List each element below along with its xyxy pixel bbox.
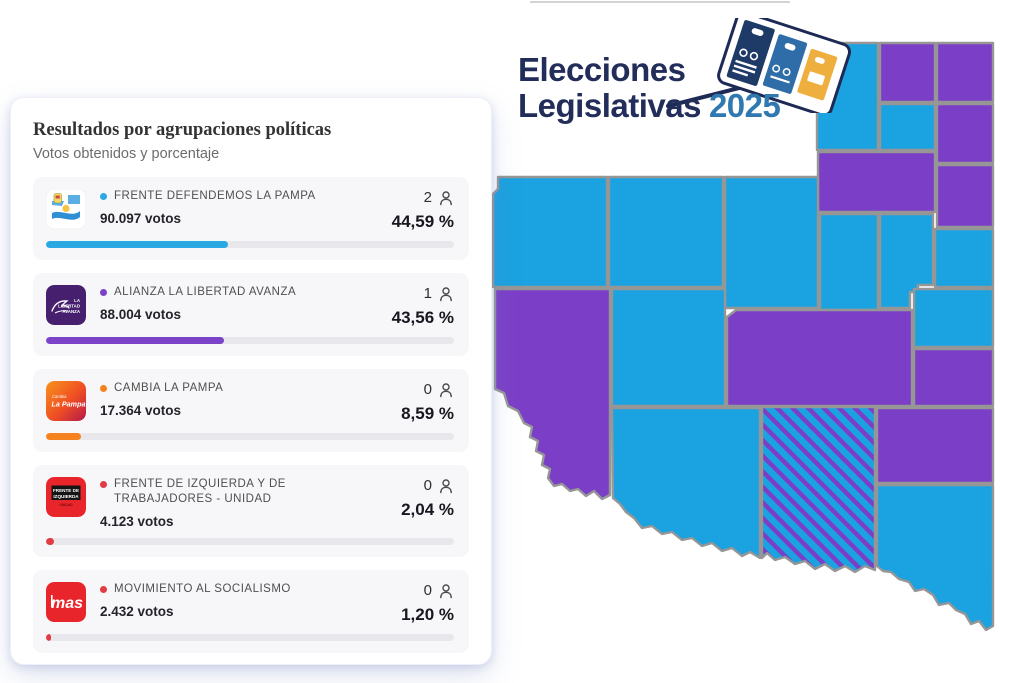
province-map bbox=[490, 40, 1002, 640]
progress-track bbox=[46, 241, 454, 248]
dept-e-2[interactable] bbox=[912, 347, 995, 408]
seats-count: 0 bbox=[423, 477, 432, 494]
person-outline-icon bbox=[440, 478, 452, 493]
person-outline-icon bbox=[440, 382, 452, 397]
dept-ne-3[interactable] bbox=[935, 41, 995, 104]
seats-count: 0 bbox=[423, 381, 432, 398]
progress-fill bbox=[46, 634, 51, 641]
party-votes: 2.432 votos bbox=[100, 604, 174, 619]
party-color-dot bbox=[100, 289, 107, 296]
svg-text:Cambia: Cambia bbox=[52, 394, 67, 399]
progress-track bbox=[46, 433, 454, 440]
svg-text:FRENTE DE: FRENTE DE bbox=[53, 488, 79, 493]
party-name: ALIANZA LA LIBERTAD AVANZA bbox=[114, 286, 297, 298]
dept-w-1[interactable] bbox=[493, 287, 612, 501]
party-logo-fit: FRENTE DE IZQUIERDA UNIDAD bbox=[46, 477, 86, 517]
dept-ne-2[interactable] bbox=[878, 41, 937, 104]
progress-fill bbox=[46, 433, 82, 440]
party-percent: 8,59 % bbox=[401, 404, 454, 423]
dept-ne-7[interactable] bbox=[935, 163, 995, 229]
party-percent: 1,20 % bbox=[401, 605, 454, 624]
panel-subtitle: Votos obtenidos y porcentaje bbox=[33, 146, 220, 162]
svg-text:UNIDAD: UNIDAD bbox=[59, 503, 73, 507]
dept-se-2[interactable] bbox=[875, 483, 995, 632]
party-name: MOVIMIENTO AL SOCIALISMO bbox=[114, 583, 291, 595]
page-title: Elecciones Legislativas 2025 bbox=[518, 51, 781, 124]
party-logo-fdlp bbox=[46, 189, 86, 229]
party-votes: 4.123 votos bbox=[100, 514, 174, 529]
party-row-lla[interactable]: LA LIBERTAD AVANZA ALIANZA LA LIBERTAD A… bbox=[33, 273, 469, 356]
progress-track bbox=[46, 337, 454, 344]
party-name: FRENTE DEFENDEMOS LA PAMPA bbox=[114, 190, 316, 202]
party-rows-list: FRENTE DEFENDEMOS LA PAMPA 90.097 votos … bbox=[33, 177, 469, 653]
dept-nw-1[interactable] bbox=[491, 175, 609, 289]
svg-text:mas: mas bbox=[51, 595, 83, 612]
progress-fill bbox=[46, 538, 55, 545]
seats-count: 0 bbox=[423, 582, 432, 599]
party-color-dot bbox=[100, 586, 107, 593]
dept-e-1[interactable] bbox=[912, 287, 995, 349]
party-logo-lla: LA LIBERTAD AVANZA bbox=[46, 285, 86, 325]
party-color-dot bbox=[100, 193, 107, 200]
party-row-fdlp[interactable]: FRENTE DEFENDEMOS LA PAMPA 90.097 votos … bbox=[33, 177, 469, 260]
svg-text:AVANZA: AVANZA bbox=[62, 309, 80, 314]
title-line2: Legislativas 2025 bbox=[518, 87, 781, 124]
results-panel: Resultados por agrupaciones políticas Vo… bbox=[10, 97, 492, 665]
party-name: CAMBIA LA PAMPA bbox=[114, 382, 224, 394]
svg-text:LA: LA bbox=[74, 298, 81, 303]
ballot-logo bbox=[666, 18, 852, 113]
dept-n-2[interactable] bbox=[607, 175, 725, 289]
progress-track bbox=[46, 634, 454, 641]
party-percent: 43,56 % bbox=[391, 308, 454, 327]
party-row-clp[interactable]: Cambia La Pampa CAMBIA LA PAMPA 17.364 v… bbox=[33, 369, 469, 452]
party-logo-mas: mas bbox=[46, 582, 86, 622]
party-row-fit[interactable]: FRENTE DE IZQUIERDA UNIDAD FRENTE DE IZQ… bbox=[33, 465, 469, 557]
progress-fill bbox=[46, 241, 228, 248]
person-outline-icon bbox=[440, 190, 452, 205]
party-percent: 44,59 % bbox=[391, 212, 454, 231]
title-year: 2025 bbox=[708, 87, 781, 124]
title-line1: Elecciones bbox=[518, 51, 686, 88]
dept-ne-4[interactable] bbox=[878, 102, 937, 152]
dept-ne-5[interactable] bbox=[935, 102, 995, 165]
dept-se-1[interactable] bbox=[875, 406, 995, 485]
party-name: FRENTE DE IZQUIERDA Y DE TRABAJADORES - … bbox=[114, 478, 286, 505]
party-votes: 90.097 votos bbox=[100, 211, 182, 226]
party-votes: 88.004 votos bbox=[100, 307, 182, 322]
person-outline-icon bbox=[440, 583, 452, 598]
seats-count: 1 bbox=[423, 285, 432, 302]
cropped-divider-line bbox=[530, 1, 790, 3]
dept-s-2[interactable] bbox=[760, 405, 877, 574]
svg-text:IZQUIERDA: IZQUIERDA bbox=[53, 494, 79, 499]
person-outline-icon bbox=[440, 286, 452, 301]
party-color-dot bbox=[100, 481, 107, 488]
party-color-dot bbox=[100, 385, 107, 392]
party-row-mas[interactable]: mas MOVIMIENTO AL SOCIALISMO 2.432 votos… bbox=[33, 570, 469, 653]
dept-ne-6[interactable] bbox=[816, 150, 937, 214]
party-logo-clp: Cambia La Pampa bbox=[46, 381, 86, 421]
party-percent: 2,04 % bbox=[401, 500, 454, 519]
progress-track bbox=[46, 538, 454, 545]
seats-count: 2 bbox=[423, 189, 432, 206]
svg-text:La Pampa: La Pampa bbox=[52, 400, 86, 409]
svg-text:LIBERTAD: LIBERTAD bbox=[58, 304, 80, 309]
dept-n-3[interactable] bbox=[723, 175, 820, 310]
dept-c-2[interactable] bbox=[725, 308, 914, 408]
dept-ne-8[interactable] bbox=[818, 212, 880, 312]
dept-s-1[interactable] bbox=[610, 406, 762, 560]
dept-c-1[interactable] bbox=[610, 287, 727, 408]
panel-title: Resultados por agrupaciones políticas bbox=[33, 120, 332, 140]
progress-fill bbox=[46, 337, 224, 344]
party-votes: 17.364 votos bbox=[100, 403, 182, 418]
dept-ne-10[interactable] bbox=[933, 227, 995, 289]
